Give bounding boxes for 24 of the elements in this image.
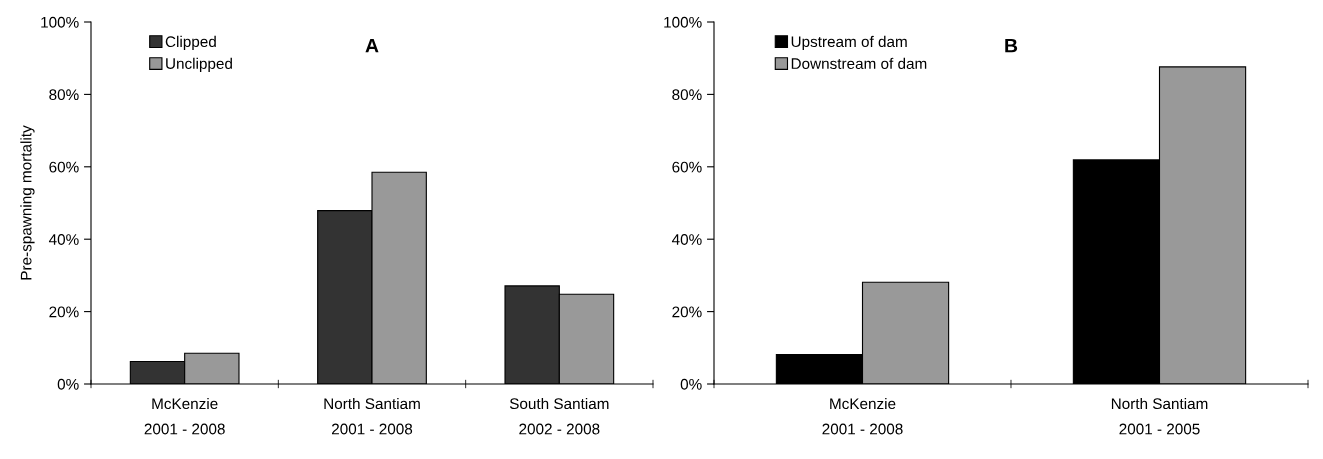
- x-tick-label: North Santiam 2001 - 2008: [324, 397, 420, 435]
- y-tick-label: 100%: [41, 16, 79, 28]
- x-tick-label: North Santiam 2001 - 2005: [1111, 397, 1208, 435]
- y-axis-title: Pre-spawning mortality: [20, 125, 35, 280]
- legend-label: Upstream of dam: [791, 35, 907, 51]
- legend-label: Unclipped: [166, 57, 232, 73]
- y-tick-label: 20%: [672, 306, 702, 318]
- y-tick-label: 0%: [680, 378, 702, 390]
- y-tick-label: 20%: [49, 306, 79, 318]
- legend-label: Clipped: [165, 35, 216, 51]
- y-tick-label: 80%: [672, 89, 702, 101]
- legend-label: Downstream of dam: [791, 57, 927, 70]
- y-tick-label: 40%: [48, 234, 79, 245]
- x-tick-label: McKenzie 2001 - 2008: [822, 397, 903, 435]
- x-tick-label: South Santiam 2002 - 2008: [509, 397, 609, 435]
- text: B: [1005, 38, 1018, 53]
- y-tick-label: 60%: [49, 161, 79, 173]
- y-tick-label: 80%: [49, 89, 79, 101]
- y-tick-label: 100%: [664, 16, 702, 28]
- text: A: [365, 38, 379, 53]
- y-tick-label: 60%: [672, 161, 702, 173]
- x-tick-label: McKenzie 2001 - 2008: [144, 397, 225, 435]
- y-tick-label: 0%: [57, 378, 79, 390]
- y-tick-label: 40%: [671, 234, 702, 245]
